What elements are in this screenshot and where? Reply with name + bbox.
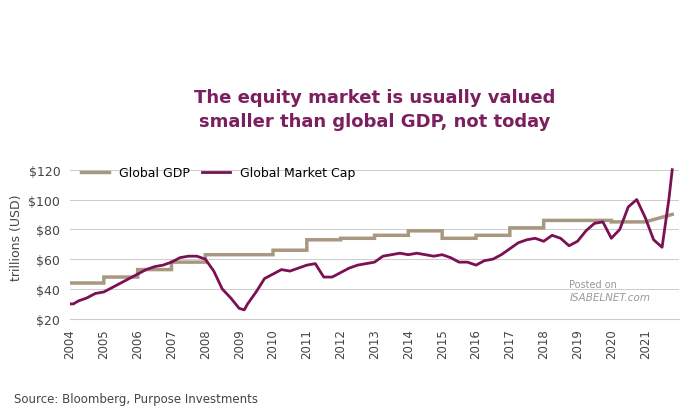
Text: ISABELNET.com: ISABELNET.com <box>569 293 650 303</box>
Global GDP <box>201 260 209 265</box>
Y-axis label: trillions (USD): trillions (USD) <box>10 194 23 280</box>
Global GDP <box>404 229 412 234</box>
Global GDP <box>269 253 277 258</box>
Global Market Cap <box>615 227 624 232</box>
Line: Global Market Cap: Global Market Cap <box>70 170 672 310</box>
Global GDP <box>505 233 514 238</box>
Global GDP <box>269 248 277 253</box>
Global Market Cap <box>556 236 565 241</box>
Global GDP <box>235 253 244 258</box>
Text: Posted on: Posted on <box>569 280 617 290</box>
Global Market Cap <box>108 285 116 290</box>
Global Market Cap <box>531 236 540 241</box>
Global GDP <box>370 236 379 241</box>
Global GDP <box>438 229 447 234</box>
Line: Global GDP: Global GDP <box>70 215 672 283</box>
Global GDP <box>235 253 244 258</box>
Global GDP <box>66 281 74 286</box>
Global GDP <box>167 260 176 265</box>
Global Market Cap <box>240 308 248 312</box>
Global GDP <box>573 218 582 223</box>
Global Market Cap <box>573 239 582 244</box>
Global GDP <box>337 238 345 243</box>
Global Market Cap <box>66 302 74 307</box>
Global GDP <box>472 236 480 241</box>
Global GDP <box>404 233 412 238</box>
Text: The equity market is usually valued: The equity market is usually valued <box>194 88 555 106</box>
Global GDP <box>607 218 615 223</box>
Global GDP <box>302 248 311 253</box>
Global GDP <box>607 220 615 225</box>
Global GDP <box>201 253 209 258</box>
Global GDP <box>99 281 108 286</box>
Global GDP <box>337 236 345 241</box>
Global GDP <box>472 233 480 238</box>
Global Market Cap <box>668 168 676 173</box>
Legend: Global GDP, Global Market Cap: Global GDP, Global Market Cap <box>76 162 360 184</box>
Global GDP <box>370 233 379 238</box>
Global GDP <box>573 218 582 223</box>
Global GDP <box>438 236 447 241</box>
Global GDP <box>641 220 650 225</box>
Global GDP <box>540 218 548 223</box>
Text: smaller than global GDP, not today: smaller than global GDP, not today <box>199 113 550 131</box>
Global GDP <box>167 267 176 272</box>
Global GDP <box>540 226 548 231</box>
Text: Source: Bloomberg, Purpose Investments: Source: Bloomberg, Purpose Investments <box>14 392 258 405</box>
Global GDP <box>99 275 108 280</box>
Global Market Cap <box>548 233 556 238</box>
Global GDP <box>134 267 142 272</box>
Global GDP <box>668 212 676 217</box>
Global GDP <box>505 226 514 231</box>
Global GDP <box>134 275 142 280</box>
Global GDP <box>302 238 311 243</box>
